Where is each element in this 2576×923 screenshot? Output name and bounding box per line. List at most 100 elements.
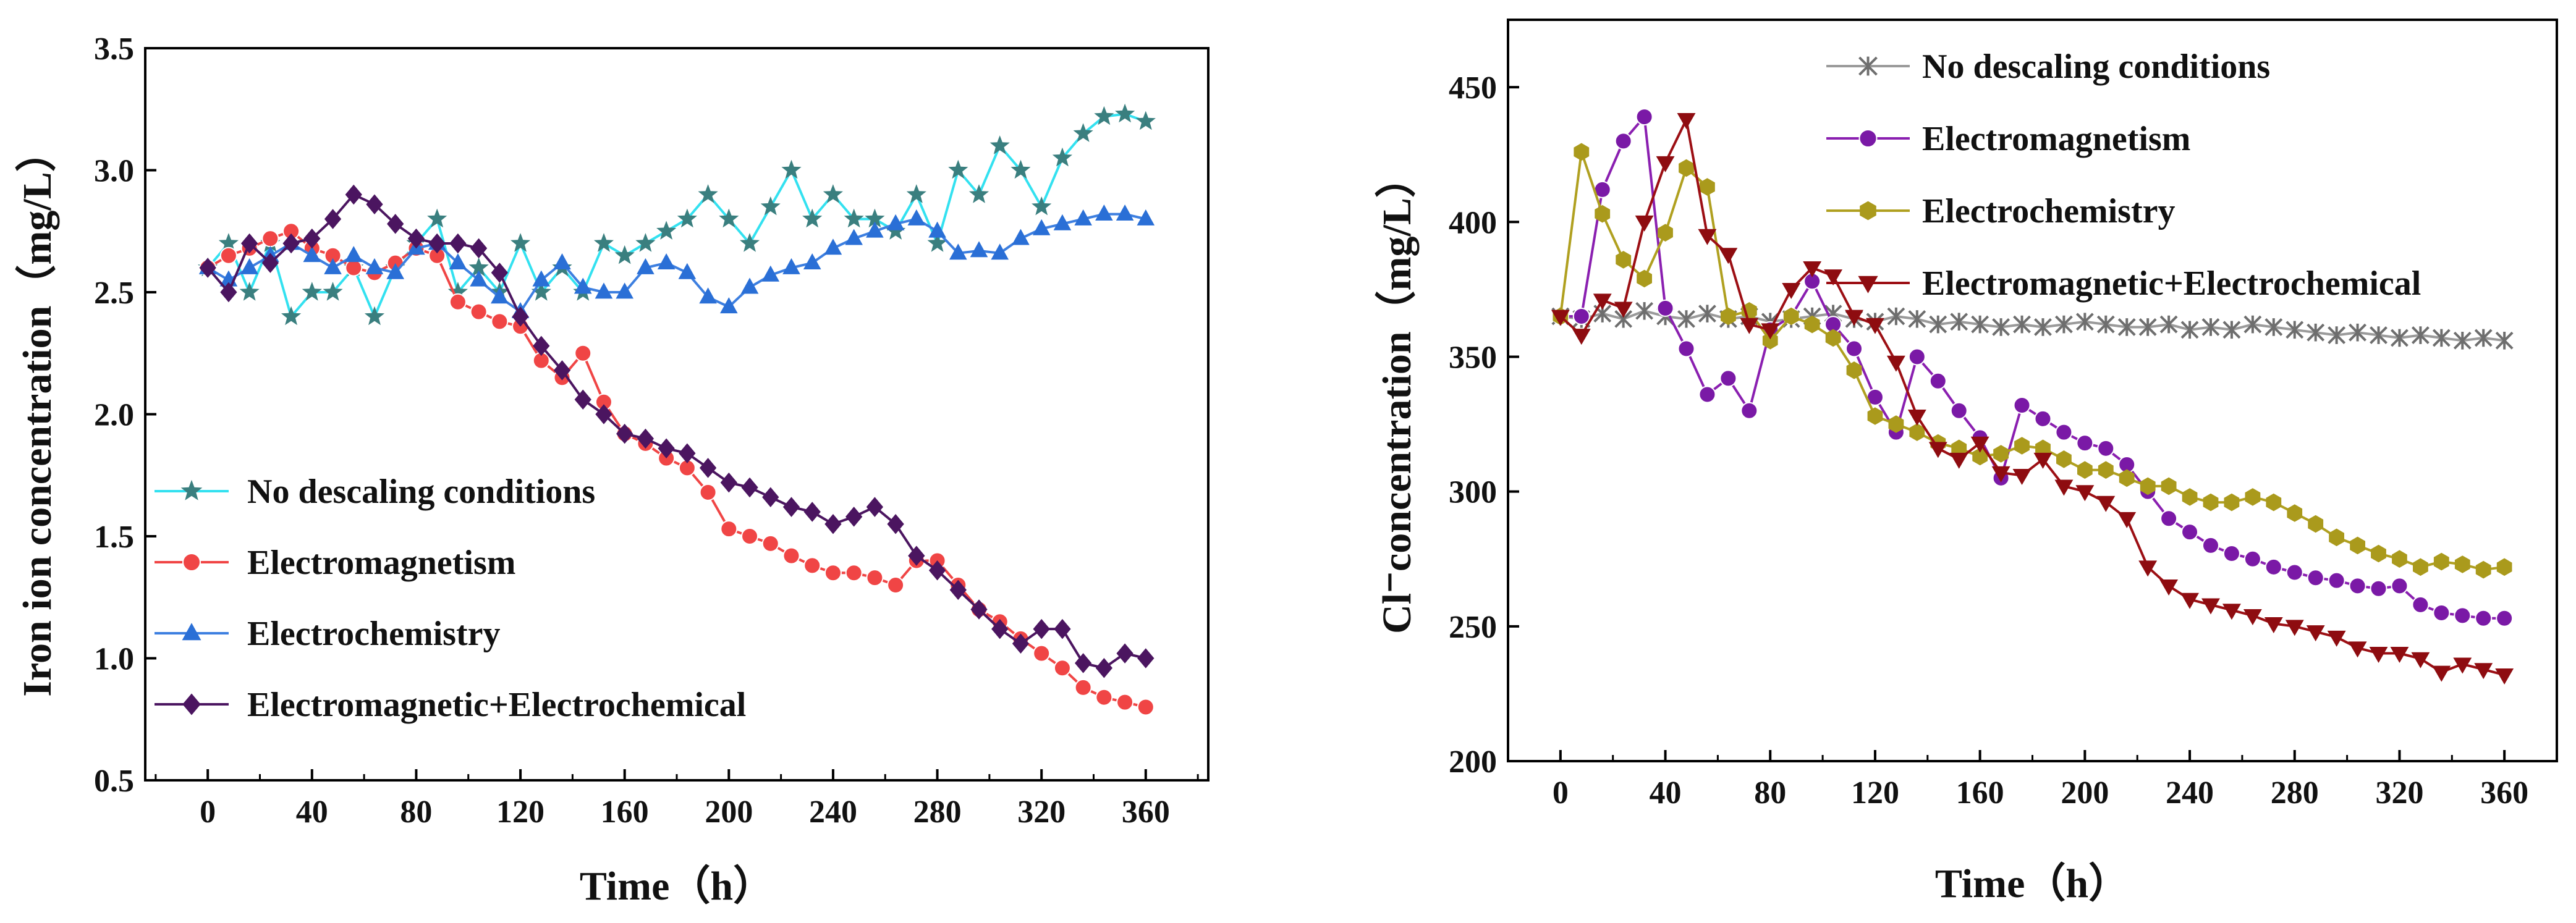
data-point [1825, 329, 1841, 347]
data-point [1719, 369, 1737, 387]
data-point [1803, 261, 1822, 278]
legend-marker [1858, 129, 1878, 148]
data-point [281, 306, 302, 326]
data-point [1991, 466, 2010, 483]
data-point [2243, 609, 2262, 625]
data-point [720, 520, 738, 538]
data-point [637, 428, 655, 449]
data-point [1032, 196, 1052, 216]
legend-marker [1860, 201, 1876, 221]
data-point [1095, 688, 1113, 706]
data-point [1909, 423, 1925, 441]
series-line [207, 213, 1146, 313]
data-point [1656, 299, 1674, 317]
data-point [2371, 544, 2386, 563]
data-point [2495, 668, 2514, 685]
data-point [2138, 318, 2157, 336]
data-point [2307, 569, 2324, 587]
data-point [949, 243, 967, 260]
x-tick-label: 320 [1017, 794, 1066, 830]
data-point [511, 233, 531, 252]
data-point [803, 502, 821, 522]
data-point [989, 135, 1010, 154]
data-point [2160, 510, 2178, 528]
data-point [1698, 305, 1716, 323]
legend-label: Electromagnetic+Electrochemical [247, 686, 746, 724]
data-point [1740, 318, 1759, 334]
data-point [303, 228, 321, 249]
data-point [2286, 321, 2304, 339]
data-point [324, 258, 342, 274]
data-point [2034, 410, 2052, 428]
data-point [2348, 641, 2367, 658]
data-point [1054, 618, 1071, 639]
data-point [635, 233, 656, 252]
series-no-descaling-conditions [1551, 301, 2514, 350]
data-point [2370, 326, 2387, 344]
x-tick-label: 200 [2061, 775, 2109, 811]
data-point [512, 306, 529, 327]
data-point [677, 208, 697, 228]
data-point [1783, 307, 1799, 326]
data-point [2201, 598, 2220, 615]
x-tick-label: 80 [1754, 775, 1786, 811]
x-tick-label: 40 [296, 794, 328, 830]
data-point [364, 306, 385, 326]
data-point [824, 238, 842, 255]
data-point [1888, 415, 1904, 433]
data-point [657, 253, 676, 269]
data-point [1656, 156, 1675, 172]
data-point [1679, 159, 1694, 177]
data-point [1635, 215, 1654, 232]
data-point [1135, 111, 1156, 130]
data-point [240, 258, 258, 274]
data-point [1595, 204, 1611, 223]
legend-marker [182, 553, 201, 571]
plot-frame [144, 47, 1210, 782]
data-point [1574, 143, 1590, 161]
data-point [741, 477, 758, 498]
data-point [740, 277, 759, 294]
data-point [449, 253, 467, 269]
legend-item-no-descaling-conditions: No descaling conditions [155, 473, 595, 511]
data-point [2307, 323, 2325, 342]
data-point [1032, 219, 1051, 235]
data-point [1593, 293, 1612, 310]
data-point [491, 263, 508, 283]
data-point [2013, 315, 2031, 334]
y-axis-label: Iron ion concentration（mg/L） [14, 131, 60, 696]
data-point [781, 159, 802, 179]
data-point [1908, 310, 1926, 328]
y-axis-label: Cl⁻concentration（mg/L） [1374, 157, 1420, 634]
data-point [1137, 209, 1155, 225]
data-point [595, 282, 613, 299]
data-point [2181, 523, 2199, 541]
data-point [2308, 515, 2324, 533]
data-point [2117, 512, 2137, 528]
data-point [1908, 348, 1926, 366]
legend-label: Electromagnetic+Electrochemical [1922, 264, 2421, 303]
data-point [218, 233, 239, 252]
series-line [1560, 116, 2505, 620]
data-point [887, 576, 905, 594]
x-tick-label: 40 [1650, 775, 1682, 811]
data-point [220, 282, 237, 303]
data-point [782, 497, 800, 517]
legend-marker [182, 623, 201, 641]
data-point [2391, 577, 2409, 595]
data-point [679, 443, 696, 463]
data-point [845, 564, 863, 582]
data-point [2182, 488, 2198, 506]
data-point [1677, 113, 1696, 130]
data-point [427, 208, 447, 228]
data-point [2265, 558, 2282, 576]
series-line [1559, 118, 2505, 676]
data-point [719, 208, 739, 228]
data-point [1094, 106, 1114, 125]
data-point [1635, 108, 1653, 126]
data-point [1677, 310, 1695, 328]
data-point [1116, 643, 1133, 664]
data-point [2285, 620, 2304, 636]
legend-label: Electrochemistry [247, 615, 500, 653]
data-point [2054, 315, 2073, 334]
